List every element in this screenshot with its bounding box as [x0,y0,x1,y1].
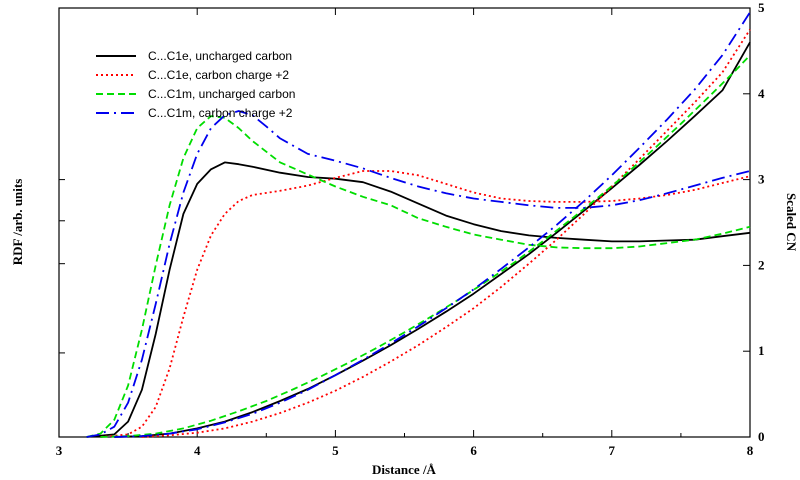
right-axis-ticks: 0 1 2 3 4 5 [59,0,765,444]
x-tick-label: 4 [194,443,201,458]
right-axis-title: Scaled CN [784,193,799,252]
x-tick-label: 6 [470,443,477,458]
legend-label-1: C...C1e, uncharged carbon [148,49,292,63]
series-4-cn-line [114,11,751,438]
legend-label-2: C...C1e, carbon charge +2 [148,68,289,82]
series-2-rdf-line [100,170,751,438]
series-3-rdf-line [86,115,751,438]
legend: C...C1e, uncharged carbon C...C1e, carbon… [96,49,295,120]
series-4-rdf-line [86,110,751,438]
y-axis-title: RDF /arb. units [10,179,25,266]
series-3-cn-line [100,54,751,438]
right-tick-label: 5 [758,0,765,15]
legend-label-3: C...C1m, uncharged carbon [148,87,295,101]
series-lines [86,11,751,438]
x-tick-label: 8 [747,443,754,458]
x-tick-label: 7 [609,443,616,458]
x-axis-ticks: 3 4 5 6 7 8 [56,8,754,458]
series-1-rdf-line [86,161,751,438]
x-tick-label: 5 [332,443,339,458]
right-tick-label: 2 [758,257,765,272]
x-tick-label: 3 [56,443,63,458]
right-tick-label: 0 [758,429,765,444]
x-axis-title: Distance /Å [372,462,437,477]
right-tick-label: 3 [758,172,765,187]
series-1-cn-line [114,41,751,438]
legend-label-4: C...C1m, carbon charge +2 [148,106,293,120]
right-tick-label: 1 [758,343,765,358]
right-tick-label: 4 [758,86,765,101]
